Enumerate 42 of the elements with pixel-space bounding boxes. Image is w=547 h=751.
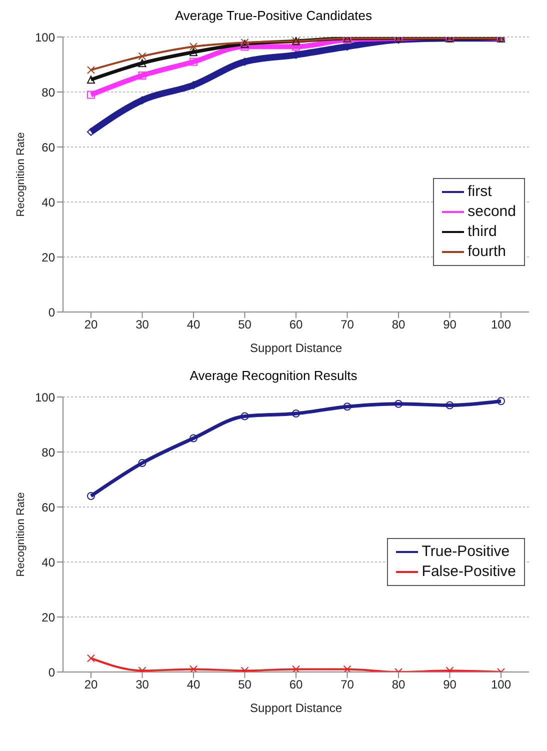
x-tick-label: 70 [340, 318, 354, 332]
x-tick-label: 50 [238, 318, 252, 332]
x-tick-label: 20 [84, 678, 98, 692]
y-tick-label: 40 [42, 555, 56, 570]
y-tick-label: 0 [48, 665, 56, 680]
y-tick-label: 60 [42, 500, 56, 514]
x-tick-label: 100 [490, 318, 512, 332]
legend-label: True-Positive [422, 542, 510, 562]
y-axis-title: Recognition Rate [14, 132, 27, 217]
legend-label: second [468, 202, 516, 222]
x-tick-label: 60 [289, 318, 303, 332]
x-tick-label: 20 [84, 318, 98, 332]
y-axis-title: Recognition Rate [14, 492, 27, 577]
legend-label: first [468, 182, 492, 202]
y-tick-label: 100 [34, 30, 56, 44]
y-tick-label: 20 [42, 250, 56, 264]
y-tick-label: 100 [34, 390, 56, 404]
x-axis-title: Support Distance [250, 701, 342, 715]
x-tick-label: 40 [186, 678, 200, 692]
chart-title: Average True-Positive Candidates [174, 8, 374, 23]
y-tick-label: 80 [42, 445, 56, 460]
y-tick-label: 80 [42, 85, 56, 100]
x-tick-label: 60 [289, 678, 303, 692]
x-tick-label: 90 [443, 318, 457, 332]
x-tick-label: 80 [392, 678, 406, 692]
y-tick-label: 40 [42, 195, 56, 210]
x-tick-label: 40 [186, 318, 200, 332]
x-tick-label: 100 [490, 678, 512, 692]
y-tick-label: 0 [48, 305, 56, 320]
x-tick-label: 50 [238, 678, 252, 692]
y-tick-label: 20 [42, 610, 56, 624]
chart-title: Average Recognition Results [188, 368, 358, 383]
legend-label: fourth [468, 242, 506, 262]
x-tick-label: 30 [136, 678, 150, 692]
x-axis-title: Support Distance [250, 341, 342, 355]
x-tick-label: 30 [136, 318, 150, 332]
x-tick-label: 80 [392, 318, 406, 332]
legend-label: third [468, 222, 497, 242]
x-tick-label: 90 [443, 678, 457, 692]
y-tick-label: 60 [42, 140, 56, 154]
x-tick-label: 70 [340, 678, 354, 692]
legend-label: False-Positive [422, 562, 516, 582]
